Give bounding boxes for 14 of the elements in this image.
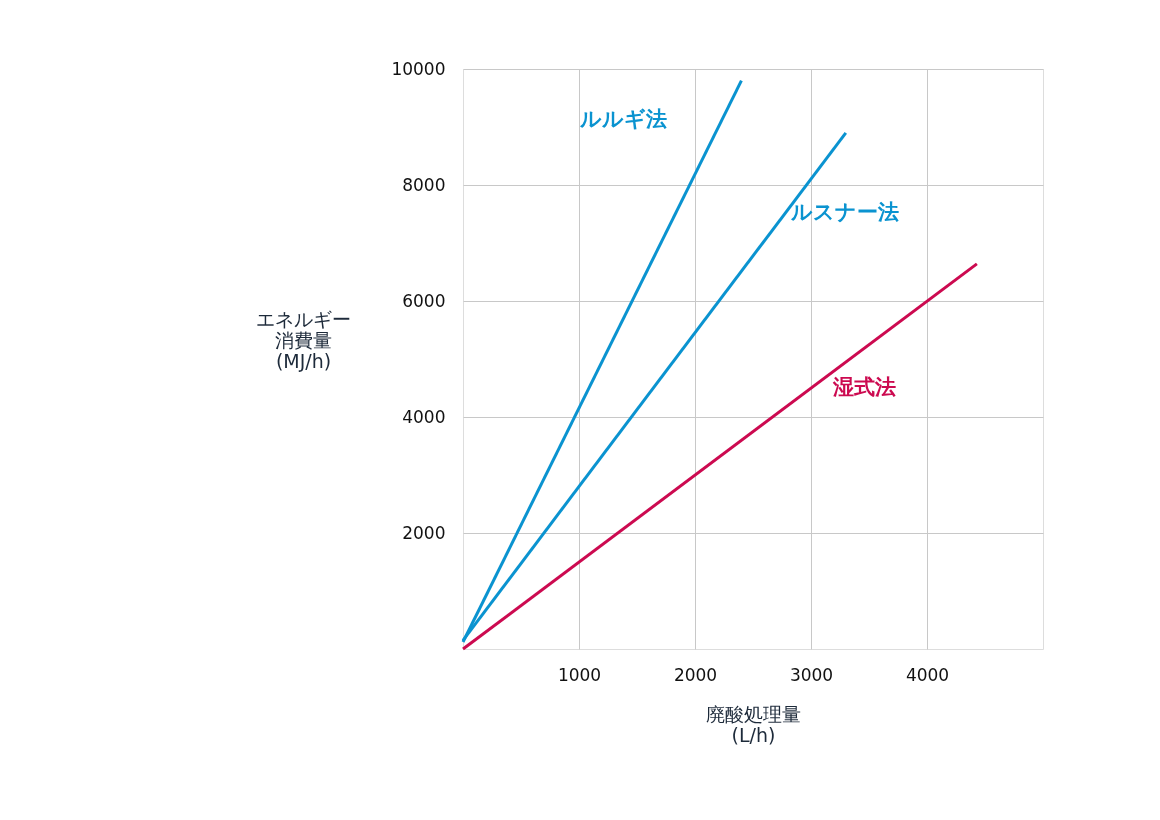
y-axis-title: エネルギー消費量 (MJ/h) [256, 307, 351, 372]
x-axis-title: 廃酸処理量 (L/h) [706, 702, 801, 746]
y-tick-label: 4000 [402, 406, 446, 427]
x-tick-label: 4000 [905, 664, 950, 685]
x-tick-label: 2000 [673, 664, 718, 685]
x-tick-label: 3000 [789, 664, 834, 685]
y-tick-label: 6000 [402, 290, 446, 311]
x-tick-label: 1000 [557, 664, 602, 685]
y-tick-label: 8000 [402, 174, 446, 195]
text: ルルギ法 [578, 106, 667, 131]
series-label: 湿式法 [831, 375, 896, 400]
series-label: ルスナー法 [790, 200, 900, 225]
y-tick-label: 2000 [402, 522, 446, 543]
y-tick-label: 10000 [391, 58, 446, 79]
